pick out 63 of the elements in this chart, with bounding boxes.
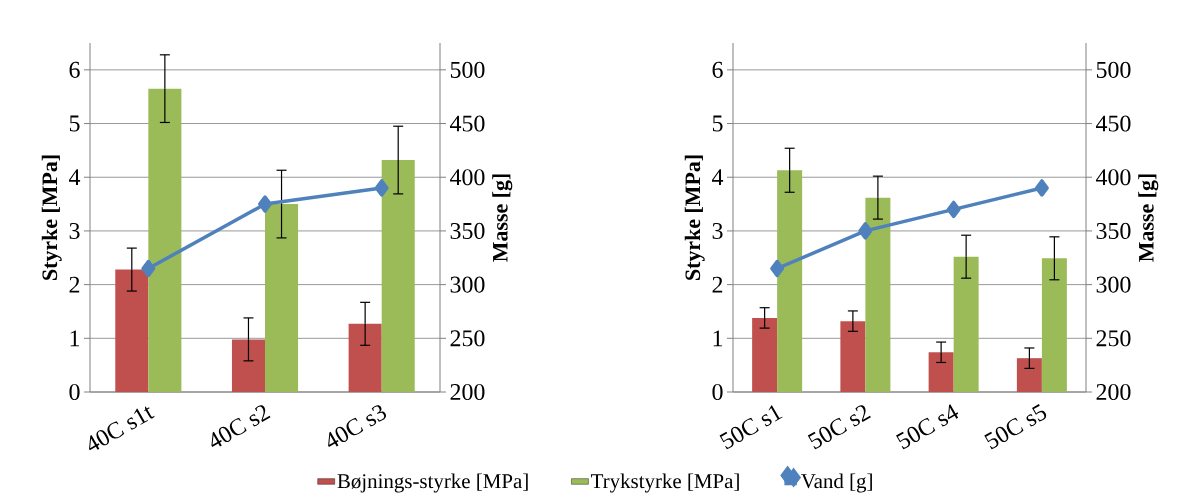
point — [1034, 179, 1049, 197]
y-tick-label: 3 — [69, 222, 80, 239]
point — [258, 195, 272, 213]
y-tick-label: 5 — [712, 115, 723, 132]
y2-tick-label: 500 — [450, 61, 485, 78]
y-tick-label: 0 — [69, 383, 80, 401]
y2-tick-label: 500 — [1096, 61, 1131, 78]
y-tick-label: 1 — [70, 330, 80, 347]
y2-tick-label: 400 — [449, 169, 485, 186]
x-tick-label: 50C s2 — [807, 405, 871, 450]
bar — [265, 204, 299, 392]
y-tick-label: 4 — [68, 169, 81, 186]
x-tick-label: 50C s4 — [896, 404, 959, 450]
y2-tick-label: 300 — [1096, 276, 1131, 293]
y-tick-label: 5 — [69, 115, 80, 132]
y2-tick-label: 200 — [1096, 383, 1131, 401]
bar — [840, 321, 866, 392]
y-tick-label: 4 — [712, 169, 724, 186]
y-axis-title: Styrke [MPa] — [41, 155, 62, 280]
y2-tick-label: 350 — [450, 222, 485, 239]
x-tick-label: 50C s1 — [719, 405, 783, 450]
point — [946, 200, 961, 219]
point — [858, 222, 873, 240]
bar — [381, 160, 415, 392]
point — [374, 179, 389, 197]
y-tick-label: 6 — [69, 61, 80, 78]
y2-tick-label: 250 — [1096, 330, 1131, 347]
bar — [777, 170, 803, 392]
bar — [1041, 258, 1067, 392]
bar — [231, 339, 265, 392]
y2-axis-title: Masse [g] — [492, 174, 513, 262]
y2-tick-label: 300 — [450, 276, 485, 293]
y-tick-label: 2 — [712, 276, 723, 293]
y2-tick-label: 450 — [1096, 115, 1131, 132]
y2-tick-label: 250 — [450, 330, 485, 347]
y2-tick-label: 400 — [1096, 169, 1131, 186]
bar — [348, 323, 382, 392]
point — [770, 259, 785, 278]
legend-label: Trykstyrke [MPa] — [591, 473, 739, 493]
point — [141, 259, 156, 278]
bar — [115, 269, 149, 392]
y2-tick-label: 450 — [449, 115, 485, 132]
bar — [928, 352, 954, 392]
y-tick-label: 2 — [69, 276, 80, 293]
y-tick-label: 0 — [712, 383, 723, 401]
bar — [1016, 358, 1042, 392]
y2-tick-label: 200 — [450, 383, 485, 401]
x-tick-label: 40C s3 — [328, 405, 387, 447]
x-tick-label: 40C s1t — [89, 406, 155, 451]
y-tick-label: 6 — [712, 61, 723, 78]
bar — [752, 317, 778, 392]
y-tick-label: 1 — [713, 330, 723, 347]
x-tick-label: 50C s5 — [984, 404, 1047, 450]
x-tick-label: 40C s2 — [211, 405, 271, 447]
y2-tick-label: 350 — [1096, 222, 1131, 239]
bar — [953, 256, 979, 392]
bar — [865, 197, 891, 392]
y2-axis-title: Masse [g] — [1138, 174, 1159, 262]
legend-label: Bøjnings-styrke [MPa] — [337, 473, 528, 493]
bar — [148, 88, 182, 392]
legend-label: Vand [g] — [801, 473, 872, 493]
y-tick-label: 3 — [712, 222, 723, 239]
y-axis-title: Styrke [MPa] — [684, 155, 705, 280]
